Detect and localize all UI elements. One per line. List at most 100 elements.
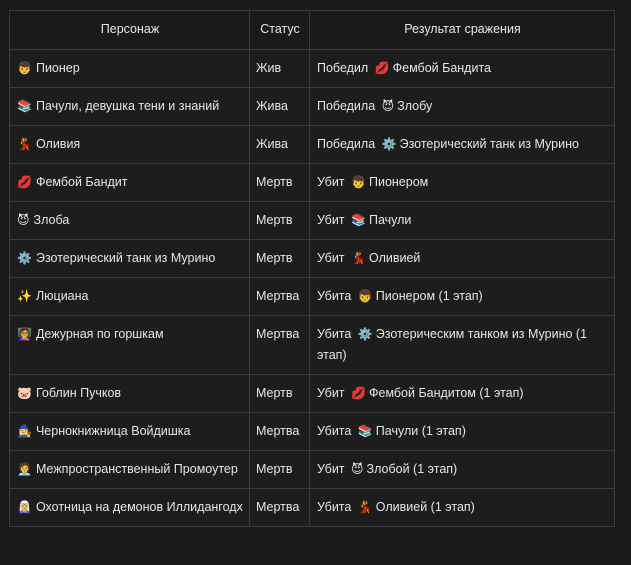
table-row: 🧑‍💼 Межпространственный Промоутер Мертв Уби… [9,450,615,489]
opponent-emoji-icon: 💋 [351,386,366,400]
opponent-name: Пионером (1 этап) [375,289,483,303]
character-emoji-icon: 🧑‍💼 [17,462,32,476]
character-cell: 🧝‍♀️ Охотница на демонов Иллидангодх [9,488,250,527]
character-name: Пионер [35,61,80,75]
result-cell: Убит 💋 Фембой Бандитом (1 этап) [309,374,615,413]
character-cell: 🐷 Гоблин Пучков [9,374,250,413]
character-emoji-icon: 🧝‍♀️ [17,500,32,514]
result-verb: Убит [317,175,345,189]
opponent-name: Фембой Бандита [392,61,491,75]
opponent-emoji-icon: 👦 [351,175,366,189]
table-row: 🐷 Гоблин Пучков Мертв Убит 💋 Фембой Бандитом… [9,374,615,413]
table-row: 👦 Пионер Жив Победил 💋 Фембой Бандита [9,49,615,88]
status-cell: Мертв [249,163,310,202]
table-row: 😈 Злоба Мертв Убит 📚 Пачули [9,201,615,240]
character-cell: 👦 Пионер [9,49,250,88]
table-row: 💃 Оливия Жива Победила ⚙️ Эзотерический танк… [9,125,615,164]
result-cell: Убита 📚 Пачули (1 этап) [309,412,615,451]
character-cell: 🧑‍💼 Межпространственный Промоутер [9,450,250,489]
status-cell: Мертва [249,412,310,451]
character-emoji-icon: 🧙‍♀️ [17,424,32,438]
character-name: Люциана [35,289,89,303]
status-cell: Мертв [249,374,310,413]
result-verb: Убита [317,289,352,303]
character-name: Межпространственный Промоутер [35,462,238,476]
table-row: 👩‍🏫 Дежурная по горшкам Мертва Убита ⚙️ Эзот… [9,315,615,375]
result-cell: Победила ⚙️ Эзотерический танк из Мурино [309,125,615,164]
opponent-name: Пачули (1 этап) [375,424,466,438]
status-cell: Мертва [249,315,310,375]
header-status: Статус [249,10,310,50]
table-row: 🧙‍♀️ Чернокнижница Войдишка Мертва Убита 📚 П… [9,412,615,451]
character-emoji-icon: 💃 [17,137,32,151]
opponent-emoji-icon: 💃 [357,500,373,514]
table-row: ⚙️ Эзотерический танк из Мурино Мертв Убит … [9,239,615,278]
opponent-emoji-icon: ⚙️ [381,137,397,151]
header-character: Персонаж [9,10,250,50]
result-verb: Убита [317,500,352,514]
result-cell: Убита ⚙️ Эзотерическим танком из Мурино (… [309,315,615,375]
opponent-emoji-icon: 👦 [357,289,373,303]
status-cell: Мертв [249,239,310,278]
result-verb: Победил [317,61,369,75]
result-verb: Убита [317,424,352,438]
result-cell: Победила 😈 Злобу [309,87,615,126]
opponent-name: Пачули [368,213,412,227]
table-row: 📚 Пачули, девушка тени и знаний Жива Победи… [9,87,615,126]
battle-results-table: Персонаж Статус Результат сражения 👦 Пион… [9,10,615,527]
character-name: Охотница на демонов Иллидангодх [35,500,243,514]
character-emoji-icon: ⚙️ [17,251,32,265]
result-verb: Убит [317,386,345,400]
opponent-emoji-icon: 😈 [351,462,364,476]
opponent-name: Эзотерический танк из Мурино [399,137,579,151]
character-name: Пачули, девушка тени и знаний [35,99,220,113]
result-verb: Победила [317,99,376,113]
character-cell: 🧙‍♀️ Чернокнижница Войдишка [9,412,250,451]
status-cell: Мертв [249,450,310,489]
character-name: Чернокнижница Войдишка [35,424,191,438]
opponent-emoji-icon: 📚 [351,213,366,227]
opponent-emoji-icon: 💋 [374,61,390,75]
opponent-emoji-icon: 💃 [351,251,366,265]
opponent-name: Оливией [368,251,421,265]
opponent-name: Оливией (1 этап) [375,500,475,514]
character-emoji-icon: 👩‍🏫 [17,327,32,341]
character-emoji-icon: 😈 [17,213,30,227]
result-cell: Убит 📚 Пачули [309,201,615,240]
status-cell: Мертв [249,201,310,240]
character-name: Гоблин Пучков [35,386,122,400]
opponent-emoji-icon: 📚 [357,424,373,438]
character-cell: 😈 Злоба [9,201,250,240]
result-verb: Победила [317,137,376,151]
result-cell: Убит 💃 Оливией [309,239,615,278]
character-emoji-icon: 👦 [17,61,32,75]
character-cell: 💃 Оливия [9,125,250,164]
opponent-name: Фембой Бандитом (1 этап) [368,386,524,400]
result-cell: Убит 😈 Злобой (1 этап) [309,450,615,489]
character-cell: ⚙️ Эзотерический танк из Мурино [9,239,250,278]
character-cell: 👩‍🏫 Дежурная по горшкам [9,315,250,375]
opponent-name: Пионером [368,175,429,189]
character-name: Фембой Бандит [35,175,128,189]
opponent-emoji-icon: ⚙️ [357,327,373,341]
result-cell: Убита 💃 Оливией (1 этап) [309,488,615,527]
result-cell: Победил 💋 Фембой Бандита [309,49,615,88]
character-emoji-icon: ✨ [17,289,32,303]
character-name: Эзотерический танк из Мурино [35,251,216,265]
opponent-name: Злобу [397,99,433,113]
status-cell: Жива [249,87,310,126]
character-cell: 💋 Фембой Бандит [9,163,250,202]
character-emoji-icon: 💋 [17,175,32,189]
battle-results-table-container: Персонаж Статус Результат сражения 👦 Пион… [9,10,615,527]
opponent-emoji-icon: 😈 [381,99,395,113]
table-header-row: Персонаж Статус Результат сражения [9,10,615,50]
status-cell: Мертва [249,277,310,316]
character-emoji-icon: 📚 [17,99,32,113]
character-name: Злоба [33,213,70,227]
status-cell: Жива [249,125,310,164]
character-name: Оливия [35,137,81,151]
result-verb: Убита [317,327,352,341]
table-row: ✨ Люциана Мертва Убита 👦 Пионером (1 этап) [9,277,615,316]
status-cell: Мертва [249,488,310,527]
opponent-name: Эзотерическим танком из Мурино (1 этап) [317,327,588,362]
